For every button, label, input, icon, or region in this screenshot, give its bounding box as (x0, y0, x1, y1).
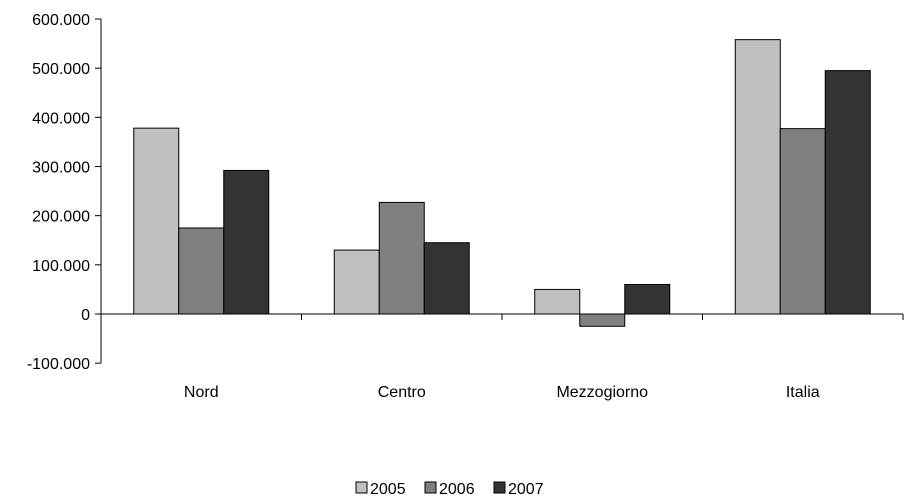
legend-swatch-2006 (424, 481, 437, 494)
bar-2007-mezzogiorno (624, 284, 671, 315)
bar-2006-mezzogiorno (579, 313, 626, 327)
y-tick-label: 0 (81, 307, 90, 324)
bar-2005-italia (734, 39, 781, 315)
bar-2007-nord (223, 169, 270, 315)
bar-2006-centro (378, 201, 425, 315)
x-axis: Nord Centro Mezzogiorno Italia (100, 313, 904, 401)
legend-label-2006: 2006 (439, 481, 475, 498)
y-tick-label: 300.000 (32, 160, 90, 177)
bar-2007-italia (824, 70, 871, 315)
legend-label-2007: 2007 (508, 481, 544, 498)
y-tick-label: 400.000 (32, 110, 90, 127)
category-label: Centro (378, 384, 426, 401)
bar-2007-centro (423, 242, 470, 315)
category-label: Mezzogiorno (556, 384, 648, 401)
bar-2005-mezzogiorno (534, 288, 581, 315)
category-label: Nord (184, 384, 219, 401)
bar-2005-centro (333, 249, 380, 315)
y-tick-label: 500.000 (32, 61, 90, 78)
y-axis: -100.000 0 100.000 200.000 300.000 400.000 500… (27, 12, 102, 373)
bar-2005-nord (133, 127, 180, 315)
legend: 2005 2006 2007 (355, 481, 544, 498)
bar-2006-italia (779, 128, 826, 315)
y-tick-label: 600.000 (32, 12, 90, 29)
legend-label-2005: 2005 (370, 481, 406, 498)
y-tick-label: -100.000 (27, 356, 90, 373)
category-label: Italia (786, 384, 820, 401)
y-tick-label: 100.000 (32, 258, 90, 275)
y-tick-label: 200.000 (32, 209, 90, 226)
legend-swatch-2005 (355, 481, 368, 494)
bar-2006-nord (178, 227, 225, 315)
bars (133, 39, 871, 327)
legend-swatch-2007 (493, 481, 506, 494)
